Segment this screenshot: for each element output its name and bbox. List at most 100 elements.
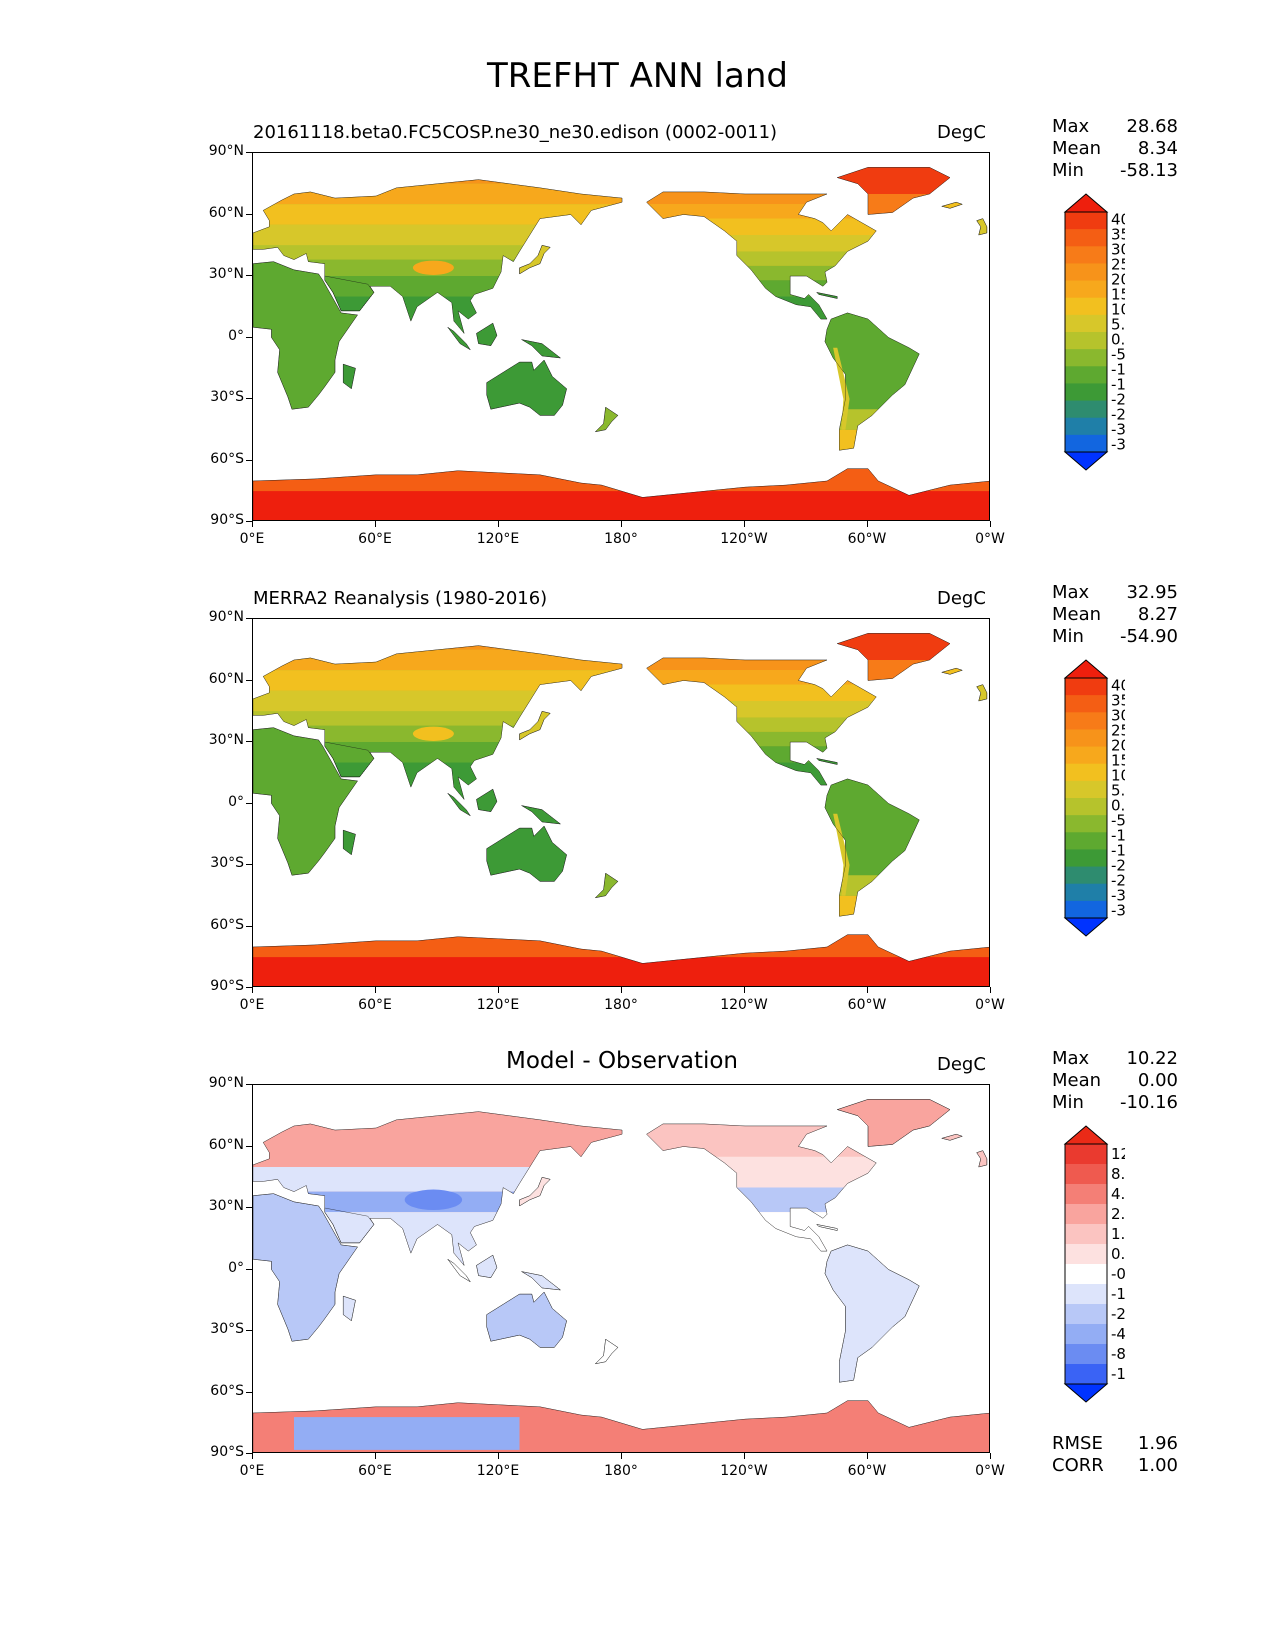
panel-1-mean-label: Mean — [1052, 138, 1102, 159]
panel-1-min-value: -58.13 — [1119, 160, 1178, 181]
lat-tick-mark — [246, 1268, 252, 1270]
colorbar-segment — [1065, 729, 1107, 748]
panel-1-min-label: Min — [1052, 160, 1084, 181]
temperature-band — [824, 409, 920, 430]
andes-region — [833, 347, 850, 430]
colorbar-tick-label: 5.0 — [1111, 782, 1125, 800]
lon-tick-mark — [990, 521, 991, 527]
colorbar-tick-label: 12.0 — [1111, 1145, 1125, 1163]
lat-tick-label: 30°N — [208, 1198, 244, 1214]
colorbar-segment — [1065, 695, 1107, 713]
lat-tick-mark — [246, 275, 252, 276]
coastline-arabia_fill — [325, 276, 374, 311]
lon-tick-label: 120°W — [720, 531, 768, 547]
lat-tick-mark — [246, 802, 252, 804]
coastline-japan — [520, 711, 551, 740]
lat-tick-label: 30°S — [210, 1321, 244, 1337]
lat-tick-mark — [246, 213, 252, 215]
colorbar-tick-label: 0.0 — [1111, 331, 1125, 349]
lat-tick-mark — [246, 987, 252, 988]
panel-2-colorbar: 40.035.030.025.020.015.010.05.00.0-5.0-1… — [1063, 659, 1125, 937]
colorbar-tick-label: -5.0 — [1111, 346, 1125, 364]
panel-3-corr-value: 1.00 — [1137, 1455, 1178, 1476]
colorbar-tick-label: -4.0 — [1111, 1325, 1125, 1343]
lat-tick-mark — [246, 618, 252, 619]
coastline-sumatra — [448, 1259, 471, 1282]
lat-tick-label: 0° — [228, 327, 244, 344]
temperature-band — [824, 895, 920, 917]
coastline-newguinea — [522, 806, 561, 824]
colorbar-tick-label: -20.0 — [1111, 857, 1125, 875]
colorbar-segment — [1065, 1344, 1107, 1365]
colorbar-frame — [1064, 211, 1108, 453]
lon-tick-mark — [498, 1453, 499, 1459]
coastline-arabia_fill — [325, 742, 374, 777]
colorbar-frame — [1064, 1143, 1108, 1385]
coastline-northamerica — [647, 192, 877, 319]
lon-tick-label: 180° — [604, 997, 638, 1013]
colorbar-tick-label: -35.0 — [1111, 902, 1125, 920]
colorbar-segment — [1065, 229, 1107, 247]
colorbar-segment — [1065, 1364, 1107, 1385]
land-cuba — [817, 758, 838, 764]
land-newguinea — [522, 340, 561, 358]
panel-1-map — [252, 152, 990, 521]
temperature-band — [253, 491, 989, 520]
panel-3-mean-value: 0.00 — [1137, 1070, 1178, 1091]
lat-tick-label: 90°N — [208, 143, 244, 159]
diff-land-madagascar — [343, 1296, 355, 1321]
lat-tick-mark — [246, 1145, 252, 1147]
colorbar-tick-label: -30.0 — [1111, 887, 1125, 905]
coastline-newguinea — [522, 340, 561, 358]
panel-1-max-value: 28.68 — [1126, 116, 1178, 137]
colorbar-segment — [1065, 763, 1107, 782]
lat-tick-label: 0° — [228, 793, 244, 810]
lon-tick-mark — [498, 987, 499, 993]
colorbar-segment — [1065, 1264, 1107, 1285]
lon-tick-label: 0°E — [239, 1463, 265, 1479]
lon-tick-label: 120°W — [720, 1463, 768, 1479]
lat-tick-mark — [246, 1453, 252, 1454]
temperature-band — [837, 633, 950, 660]
panel-3-mean-label: Mean — [1052, 1070, 1102, 1091]
temperature-band — [253, 725, 622, 742]
lon-tick-label: 0°E — [239, 997, 265, 1013]
land-madagascar — [343, 364, 355, 389]
coastline-northamerica — [647, 1124, 877, 1251]
panel-2-map — [252, 618, 990, 987]
colorbar-tick-label: -25.0 — [1111, 872, 1125, 890]
lat-tick-label: 60°N — [208, 204, 244, 221]
land-australia — [487, 826, 567, 881]
bias-band — [253, 1167, 622, 1192]
colorbar-extend-min — [1063, 1383, 1109, 1403]
temperature-band — [837, 167, 950, 194]
coastline-uk — [977, 219, 987, 235]
panel-3-max-value: 10.22 — [1126, 1048, 1178, 1069]
panel-2-min-label: Min — [1052, 626, 1084, 647]
bias-bands-antarctica — [253, 1400, 989, 1452]
colorbar-tick-label: -0.5 — [1111, 1265, 1125, 1283]
coastline-madagascar — [343, 364, 355, 389]
panel-1-map-svg — [253, 153, 989, 520]
lon-tick-mark — [867, 521, 868, 527]
colorbar-segment — [1065, 1204, 1107, 1225]
temperature-band — [824, 312, 920, 410]
temperature-band — [253, 468, 989, 492]
coastline-cuba — [817, 292, 838, 298]
colorbar-tick-label: -2.0 — [1111, 1305, 1125, 1323]
colorbar-segment — [1065, 849, 1107, 868]
lat-tick-label: 60°S — [210, 450, 244, 467]
colorbar-segment — [1065, 280, 1107, 299]
lat-tick-label: 30°S — [210, 855, 244, 871]
coastline-uk — [977, 685, 987, 701]
lat-tick-label: 60°N — [208, 1136, 244, 1153]
panel-1-colorbar: 40.035.030.025.020.015.010.05.00.0-5.0-1… — [1063, 193, 1125, 471]
panel-3-title: Model - Observation — [505, 1048, 739, 1074]
lat-tick-label: 90°S — [210, 1444, 244, 1460]
lat-tick-mark — [246, 1391, 252, 1393]
lat-tick-label: 90°S — [210, 978, 244, 994]
lon-tick-label: 60°W — [847, 1463, 887, 1479]
coastline-japan — [520, 245, 551, 274]
panel-3-corr-label: CORR — [1052, 1455, 1104, 1476]
colorbar-segment — [1065, 1324, 1107, 1345]
